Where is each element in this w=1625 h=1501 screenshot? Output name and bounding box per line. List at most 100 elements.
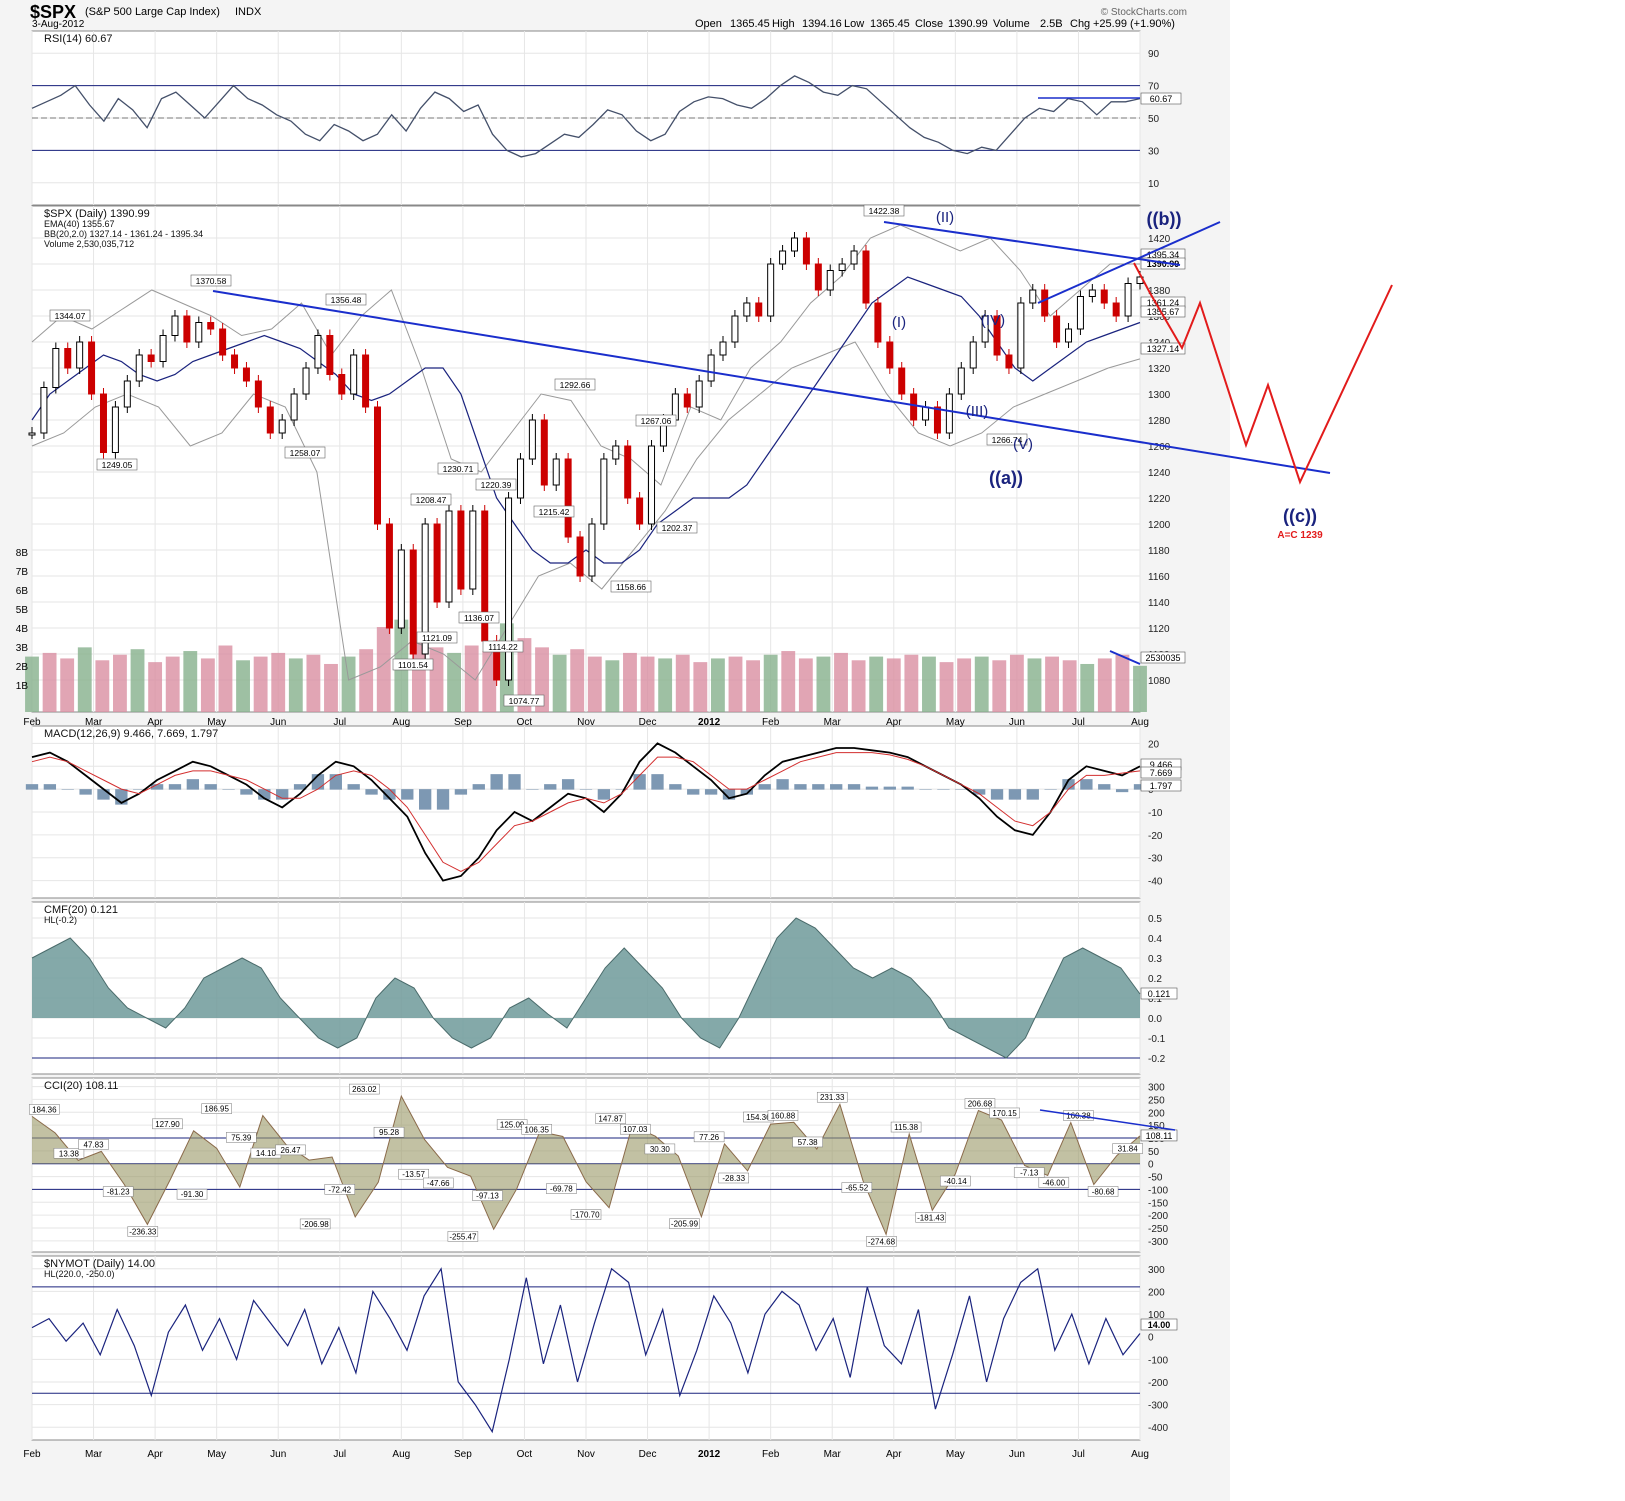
candle-body [76,341,84,369]
cci-point-box [570,1209,602,1220]
cci-point-label: 47.83 [84,1140,105,1149]
volume-bar [359,649,374,712]
volume-bar [148,662,163,712]
ohlc-summary: Open 1365.45 High 1394.16 Low 1365.45 Cl… [695,18,1175,30]
macd-histogram-bar [204,784,217,790]
price-label-box [482,640,524,653]
price-label-box [190,274,232,287]
macd-histogram-bar [651,774,664,790]
month-label: Sep [454,717,472,728]
legend-entry: HL(220.0, -250.0) [44,1269,115,1279]
cci-point-box [1038,1177,1070,1188]
macd-histogram-bar [222,789,235,790]
macd-signal-line [31,752,1141,872]
volume-bar [992,660,1007,712]
y-tick-label: 0.5 [1148,914,1162,925]
cci-point-label: 154.36 [746,1113,771,1122]
cci-point-label: 31.84 [1118,1145,1139,1154]
candle-body [266,406,274,434]
candle-body [695,380,703,408]
right-value-label: 1395.34 [1147,250,1180,260]
cci-point-label: 14.10 [256,1149,277,1158]
volume-bar [130,649,145,712]
candle-body [338,374,346,395]
volume-bar [1045,656,1059,712]
volume-bar [165,656,180,712]
candle-body [469,510,477,590]
price-label: 1356.48 [331,295,362,305]
month-label: Jun [270,1449,286,1460]
volume-tick-label: 6B [16,586,29,597]
cci-point-label: 147.87 [598,1115,623,1124]
candle-body [600,458,608,525]
price-label-box [554,378,596,391]
candle-body [1053,315,1061,343]
macd-histogram-bar [508,774,521,790]
macd-histogram-bar [1044,789,1057,790]
cci-point-box [595,1113,626,1124]
candle-body [933,406,941,434]
candle-body [195,322,203,343]
cmf-line [31,917,1141,1059]
candle-body [743,302,751,317]
cci-point-label: -28.33 [722,1174,745,1183]
cci-point-label: -13.57 [402,1170,425,1179]
candle-body [683,393,691,408]
cci-point-label: 106.35 [525,1125,550,1134]
wave-label: ((a)) [989,468,1023,488]
macd-histogram-bar [240,789,253,795]
month-label: Dec [639,1449,657,1460]
volume-bar [95,660,110,712]
cci-point-label: -81.23 [107,1188,130,1197]
volume-bar [570,649,585,712]
y-tick-label: 300 [1148,1265,1165,1276]
price-label: 1230.71 [443,464,474,474]
candle-body [457,510,465,590]
candle-body [374,406,382,525]
price-label: 1101.54 [398,660,428,670]
legend-entry: Volume 2,530,035,712 [44,239,134,249]
volume-bar [113,654,127,712]
volume-tick-label: 7B [16,567,29,578]
macd-histogram-bar [347,784,360,790]
y-tick-label: 250 [1148,1095,1165,1106]
candle-body [636,497,644,525]
cci-point-label: -65.52 [846,1184,869,1193]
volume-bar [587,656,602,712]
open-value: 1365.45 [730,18,770,30]
candle-body [1112,302,1120,317]
candle-body [755,302,763,317]
y-tick-label: 200 [1148,1108,1165,1119]
y-tick-label: -200 [1148,1211,1168,1222]
y-tick-label: 0.0 [1148,1014,1162,1025]
cci-point-label: 115.38 [894,1123,918,1132]
month-label: May [946,717,965,728]
y-tick-label: 0 [1148,1160,1154,1171]
macd-histogram-bar [633,774,646,790]
candle-body [445,510,453,603]
cci-trendline [1039,1109,1176,1131]
symbol-name: (S&P 500 Large Cap Index) [85,6,220,18]
cci-point-box [152,1118,183,1130]
volume-bar [763,654,778,712]
macd-histogram-bar [1062,779,1075,790]
candle-body [564,458,572,538]
y-tick-label: 0.2 [1148,974,1162,985]
candle-body [826,270,834,291]
projection-path [1133,262,1393,485]
macd-histogram-bar [740,789,753,795]
price-label: 1220.39 [481,480,512,490]
volume-bar [675,654,690,712]
y-tick-label: 1120 [1148,624,1170,635]
right-value-box [1140,651,1186,664]
cci-point-box [521,1124,553,1135]
price-label-box [416,631,458,644]
candle-body [231,354,239,369]
macd-histogram-bar [61,789,74,790]
rsi-value-box [1140,92,1182,105]
macd-histogram-bar [150,784,164,790]
month-label: Feb [762,717,780,728]
cci-point-box [102,1186,134,1197]
cci-point-label: 263.02 [352,1085,377,1094]
y-tick-label: 1380 [1148,286,1171,297]
